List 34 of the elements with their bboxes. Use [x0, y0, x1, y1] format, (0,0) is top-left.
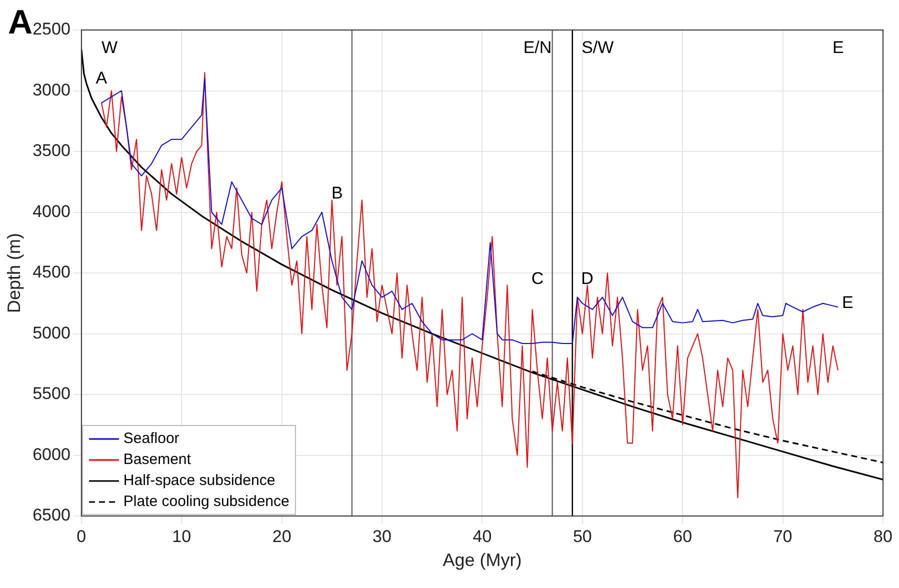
- y-tick-label: 3500: [32, 141, 70, 160]
- legend-label: Half-space subsidence: [123, 472, 276, 489]
- legend-label: Basement: [123, 451, 191, 468]
- y-tick-label: 3000: [32, 80, 70, 100]
- x-tick-label: 70: [773, 526, 792, 546]
- x-axis-title: Age (Myr): [442, 550, 522, 570]
- x-tick-label: 0: [76, 526, 86, 546]
- x-tick-label: 50: [572, 526, 592, 546]
- x-tick-label: 80: [874, 526, 892, 546]
- x-tick-label: 40: [472, 526, 492, 546]
- annotation: S/W: [582, 38, 614, 57]
- y-tick-label: 4500: [32, 262, 70, 282]
- text: A: [8, 3, 33, 42]
- annotation: E: [842, 293, 854, 312]
- y-tick-label: 4000: [32, 202, 70, 221]
- y-tick-label: 2500: [32, 20, 70, 39]
- legend-label: Seafloor: [123, 430, 180, 447]
- legend-label: Plate cooling subsidence: [123, 493, 290, 510]
- y-tick-label: 5500: [32, 384, 70, 404]
- annotation: E/N: [523, 38, 552, 57]
- annotation: C: [531, 268, 544, 288]
- y-tick-label: 6000: [32, 444, 70, 464]
- annotation: A: [96, 68, 108, 88]
- annotation: B: [331, 184, 343, 203]
- annotation: D: [581, 268, 594, 288]
- x-tick-label: 10: [172, 526, 192, 546]
- x-tick-label: 20: [272, 526, 292, 546]
- annotation: E: [832, 38, 844, 57]
- annotation: W: [101, 38, 118, 57]
- x-tick-label: 30: [372, 526, 392, 546]
- y-tick-label: 6500: [32, 506, 70, 525]
- x-tick-label: 60: [673, 526, 692, 546]
- y-axis-title: Depth (m): [4, 232, 24, 314]
- y-tick-label: 5000: [32, 323, 70, 342]
